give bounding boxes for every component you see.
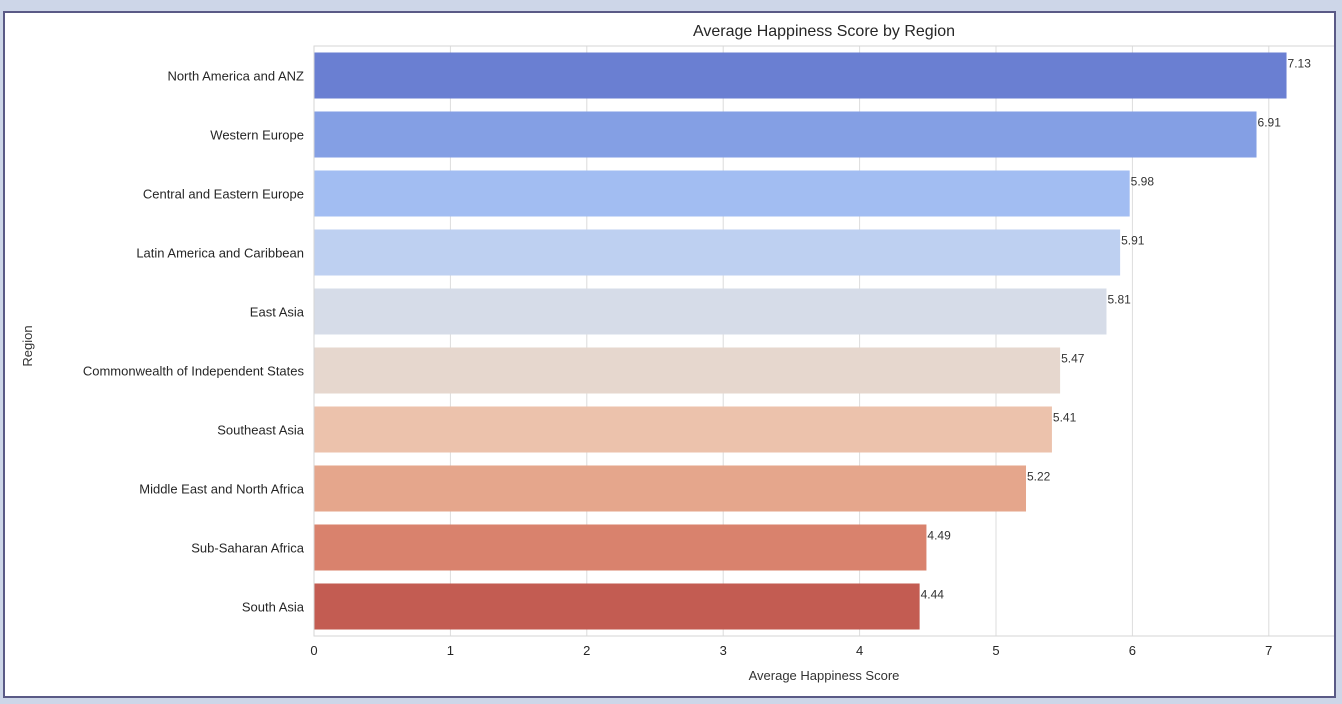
chart-frame: Average Happiness Score by Region 0 1 2 3 4 5…: [3, 11, 1336, 698]
data-label: 5.47: [1061, 351, 1085, 365]
y-tick-label: Southeast Asia: [217, 423, 304, 438]
data-label: 4.49: [927, 528, 951, 542]
bar: [314, 465, 1027, 512]
x-tick-label: 6: [1129, 643, 1136, 658]
x-tick-label: 5: [992, 643, 999, 658]
x-tick-label: 2: [583, 643, 590, 658]
bar: [314, 583, 920, 630]
y-tick-label: Central and Eastern Europe: [143, 187, 304, 202]
y-tick-label: Sub-Saharan Africa: [191, 541, 305, 556]
data-label: 5.98: [1131, 174, 1155, 188]
bar: [314, 170, 1130, 217]
data-label: 5.41: [1053, 410, 1077, 424]
x-tick-label: 0: [310, 643, 317, 658]
bar: [314, 52, 1287, 99]
bar: [314, 524, 927, 571]
data-label: 7.13: [1288, 56, 1312, 70]
bar-chart: Average Happiness Score by Region 0 1 2 3 4 5…: [20, 23, 1334, 683]
y-tick-label: Middle East and North Africa: [139, 482, 305, 497]
x-tick-label: 1: [447, 643, 454, 658]
bar: [314, 288, 1107, 335]
y-axis-label: Region: [20, 325, 35, 366]
y-tick-label: East Asia: [250, 305, 305, 320]
y-tick-label: South Asia: [242, 600, 305, 615]
bar: [314, 229, 1121, 276]
data-label: 4.44: [921, 587, 945, 601]
chart-title: Average Happiness Score by Region: [693, 23, 955, 40]
plot-area-border: [313, 45, 1334, 637]
y-tick-label: North America and ANZ: [167, 69, 304, 84]
x-tick-label: 7: [1265, 643, 1272, 658]
y-tick-label: Western Europe: [210, 128, 304, 143]
x-tick-label: 3: [720, 643, 727, 658]
bar: [314, 406, 1052, 453]
data-label: 5.81: [1107, 292, 1131, 306]
y-tick-label: Commonwealth of Independent States: [83, 364, 305, 379]
data-label: 6.91: [1258, 115, 1282, 129]
x-tick-label: 4: [856, 643, 863, 658]
bar: [314, 347, 1061, 394]
data-label: 5.22: [1027, 469, 1051, 483]
data-label: 5.91: [1121, 233, 1145, 247]
x-axis-label: Average Happiness Score: [749, 668, 900, 683]
y-tick-label: Latin America and Caribbean: [136, 246, 304, 261]
bar: [314, 111, 1257, 158]
